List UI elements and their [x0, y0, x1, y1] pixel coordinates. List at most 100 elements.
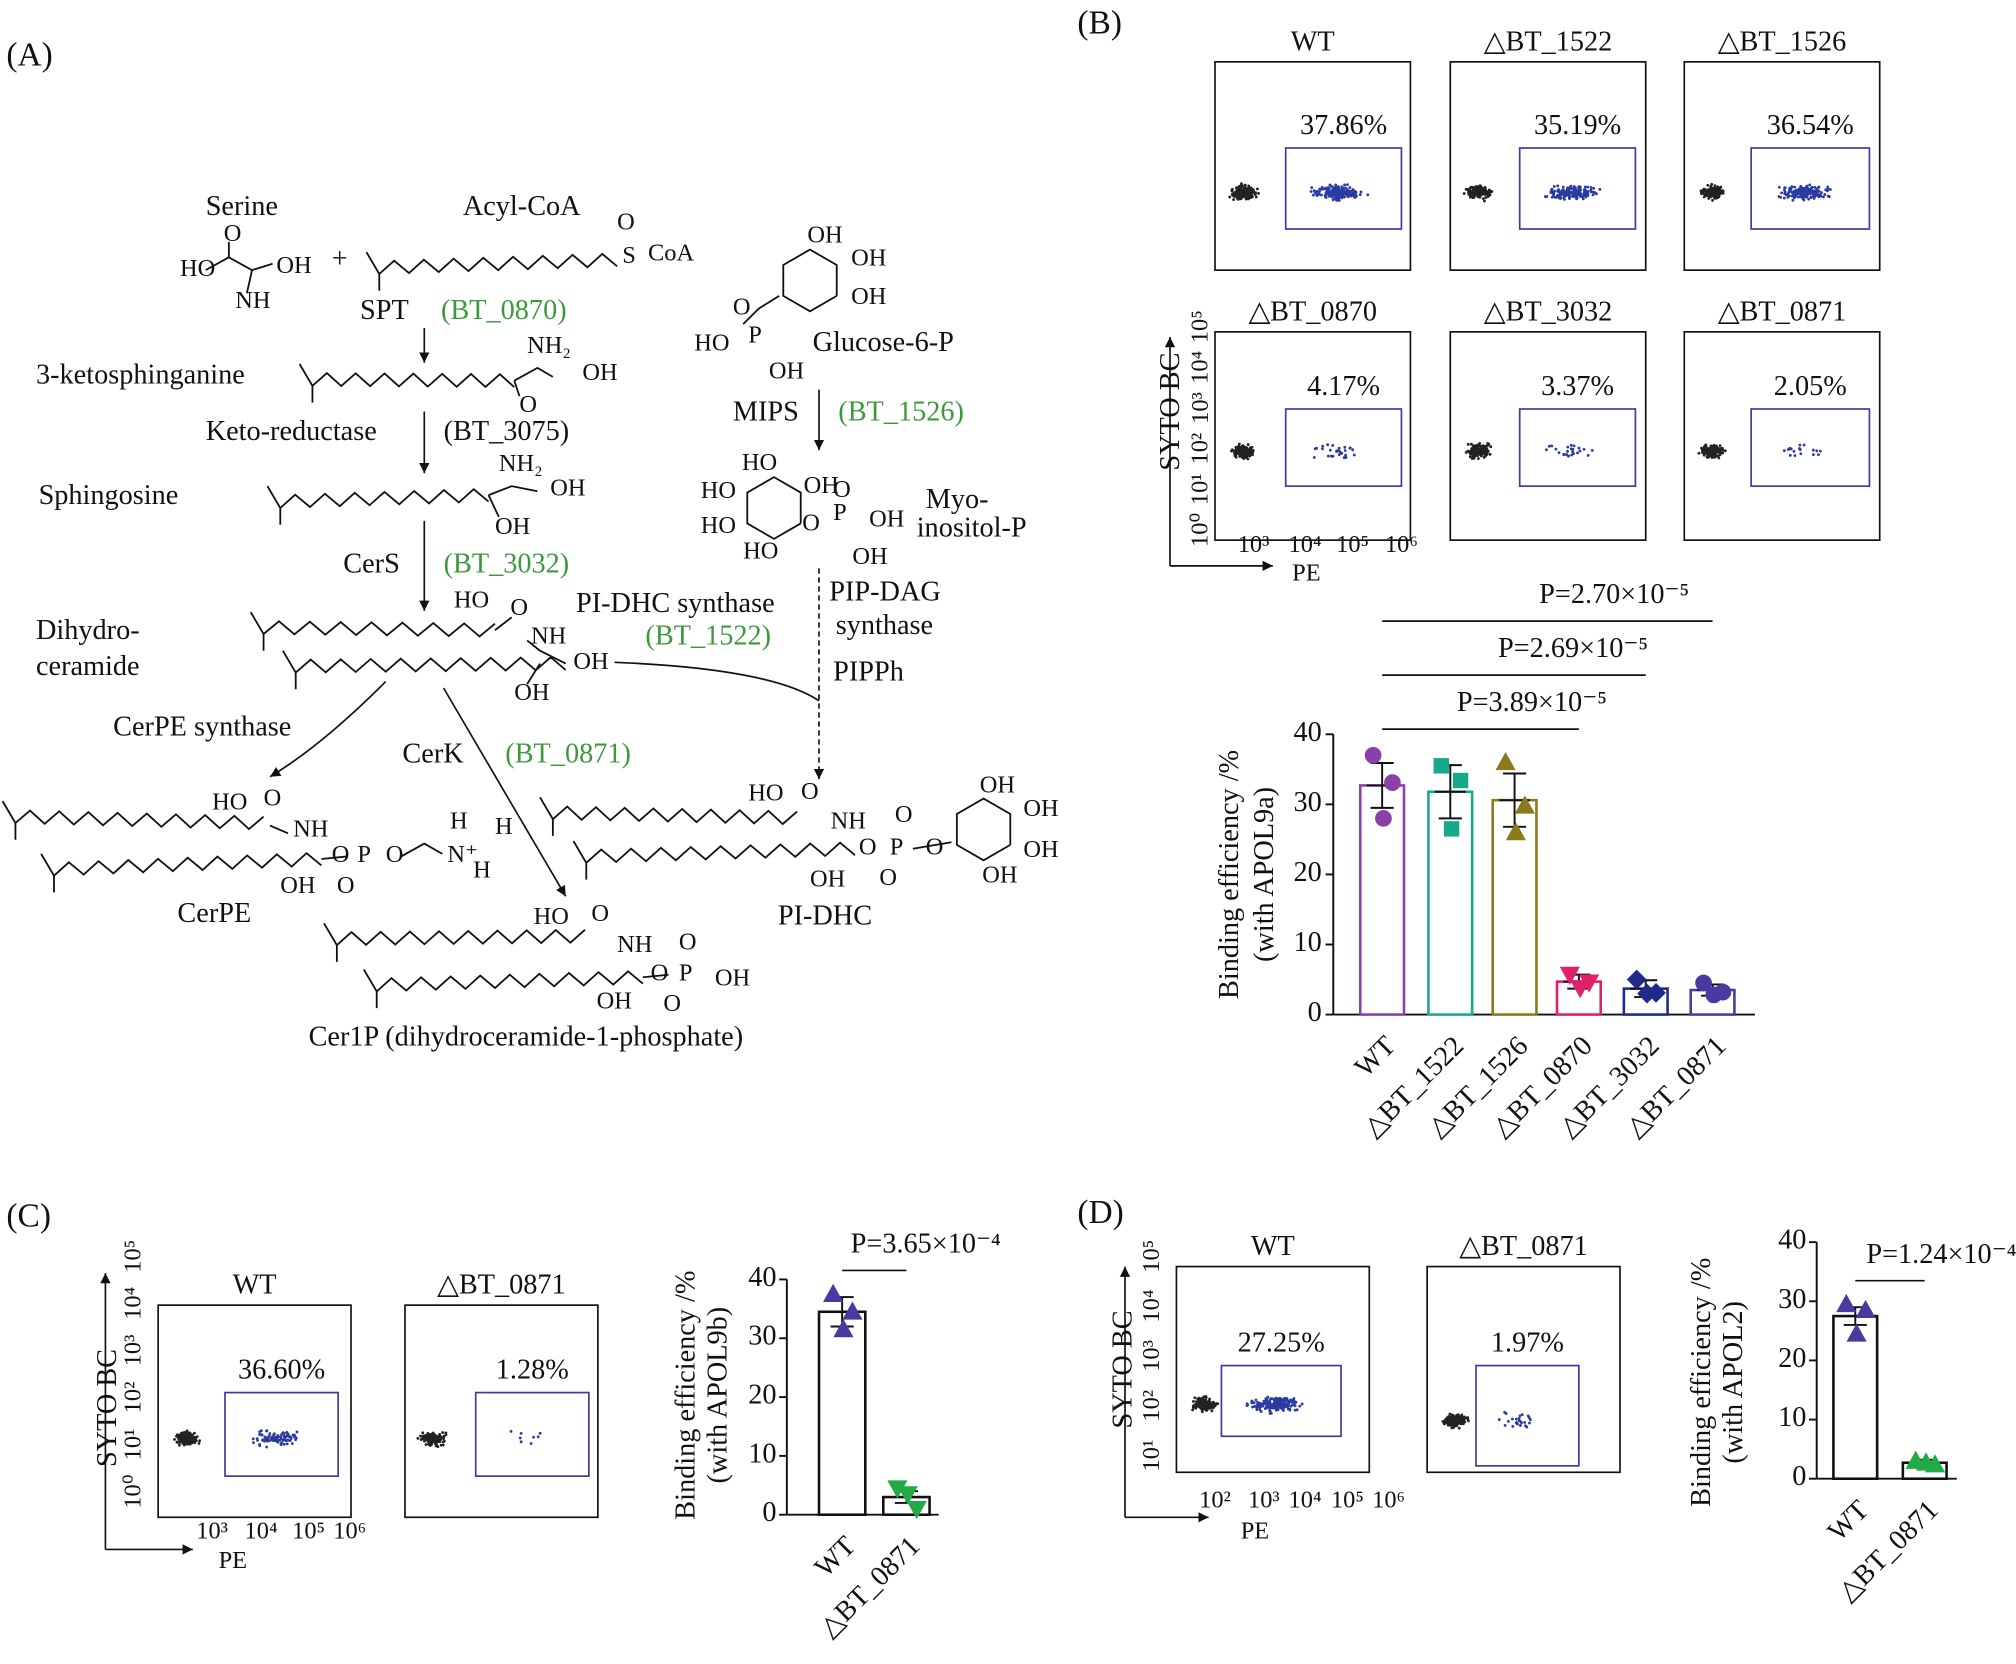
- bond: [552, 805, 798, 826]
- pathway-label: inositol-P: [917, 512, 1027, 543]
- event-dot: [1816, 186, 1820, 190]
- atom-label: OH: [1023, 795, 1058, 822]
- event-dot: [1235, 448, 1239, 452]
- event-dot: [1583, 188, 1587, 191]
- event-dot: [1320, 187, 1323, 191]
- flow-x-tick: 10⁴: [1289, 1486, 1322, 1513]
- event-dot: [1246, 188, 1250, 192]
- data-point: [1364, 746, 1382, 764]
- event-dot: [1318, 189, 1321, 193]
- flow-y-tick: 10⁵: [120, 1240, 147, 1273]
- event-dot: [1343, 449, 1347, 452]
- flow-plot-title: △BT_3032: [1484, 296, 1613, 327]
- pathway-label: PI-DHC synthase: [576, 588, 775, 619]
- event-dot: [1337, 446, 1341, 450]
- data-point: [906, 1500, 927, 1520]
- event-dot: [421, 1431, 425, 1435]
- bond: [378, 252, 618, 275]
- event-dot: [1577, 446, 1581, 450]
- flow-y-tick: 10⁵: [1187, 310, 1214, 343]
- bond: [487, 494, 500, 518]
- event-dot: [1710, 182, 1714, 186]
- event-dot: [441, 1443, 445, 1447]
- event-dot: [1565, 453, 1569, 456]
- pathway-label: PI-DHC: [778, 901, 872, 932]
- error-bar: [826, 1296, 858, 1328]
- event-dot: [173, 1438, 176, 1441]
- event-dot: [1344, 456, 1348, 460]
- atom-label: O: [264, 784, 282, 811]
- y-tick-label: 20: [1293, 857, 1321, 888]
- atom-label: O: [224, 220, 242, 247]
- event-dot: [1703, 194, 1707, 198]
- event-dot: [1469, 452, 1472, 456]
- event-dot: [1476, 454, 1479, 458]
- gene-label: (BT_1526): [838, 397, 964, 428]
- event-dot: [1802, 443, 1806, 447]
- pathway-label: Sphingosine: [39, 480, 179, 511]
- atom-label: NH: [831, 808, 866, 835]
- atom-label: H: [495, 813, 513, 840]
- event-dot: [1813, 195, 1817, 199]
- bond: [513, 366, 554, 382]
- data-point: [1443, 821, 1460, 837]
- event-dot: [1354, 190, 1358, 194]
- event-dot: [1316, 193, 1320, 197]
- event-dot: [1702, 453, 1706, 457]
- event-dot: [1216, 1402, 1220, 1406]
- atom-label: OH: [280, 872, 315, 899]
- event-dot: [1246, 457, 1250, 461]
- event-dot: [183, 1431, 187, 1435]
- event-dot: [1564, 194, 1567, 198]
- y-axis-label: Binding efficiency /%: [670, 1271, 701, 1520]
- event-dot: [1333, 187, 1337, 191]
- event-dot: [1718, 186, 1722, 190]
- event-dot: [1245, 191, 1249, 195]
- flow-plot-frame: [1426, 1265, 1621, 1474]
- bond: [298, 363, 314, 403]
- event-dot: [1820, 191, 1823, 195]
- pathway-label: Myo-: [926, 484, 989, 515]
- event-dot: [1808, 183, 1812, 187]
- event-dot: [1276, 1405, 1280, 1409]
- event-dot: [1191, 1408, 1195, 1412]
- event-dot: [1293, 1408, 1297, 1412]
- event-dot: [428, 1439, 432, 1443]
- event-dot: [1576, 451, 1579, 455]
- atom-label: O: [833, 476, 851, 503]
- event-dot: [175, 1440, 179, 1444]
- event-dot: [519, 1431, 523, 1435]
- event-dot: [1788, 446, 1792, 450]
- event-dot: [189, 1435, 193, 1439]
- event-dot: [260, 1433, 264, 1437]
- event-dot: [1343, 183, 1347, 187]
- event-dot: [1518, 1424, 1522, 1427]
- event-dot: [1273, 1404, 1277, 1408]
- flow-y-tick: 10⁴: [120, 1287, 147, 1320]
- event-dot: [1298, 1404, 1302, 1408]
- event-dot: [184, 1436, 188, 1439]
- atom-label: H: [473, 856, 491, 883]
- event-dot: [1712, 443, 1716, 447]
- data-point: [1559, 966, 1580, 985]
- flow-plot-frame: [1214, 61, 1412, 271]
- pathway-label: CerS: [343, 548, 400, 579]
- atom-label: HO: [212, 788, 247, 815]
- event-dot: [518, 1436, 522, 1440]
- event-dot: [267, 1439, 271, 1443]
- event-dot: [1813, 186, 1817, 189]
- bond: [912, 841, 952, 850]
- event-dot: [1828, 188, 1832, 191]
- event-dot: [251, 1437, 255, 1441]
- event-dot: [1256, 1400, 1259, 1404]
- event-dot: [1510, 1417, 1514, 1421]
- event-dot: [1562, 191, 1566, 195]
- atom-label: O: [337, 872, 355, 899]
- event-dot: [1514, 1417, 1518, 1421]
- event-dot: [1561, 185, 1565, 189]
- atom-label: P: [357, 841, 371, 868]
- event-dot: [1323, 193, 1327, 197]
- event-dot: [1286, 1405, 1290, 1408]
- event-dot: [1233, 451, 1236, 455]
- event-dot: [1557, 451, 1561, 455]
